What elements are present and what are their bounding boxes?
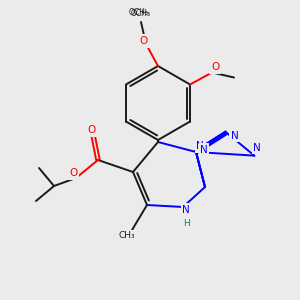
Text: N: N — [182, 205, 190, 215]
Text: O: O — [140, 36, 148, 46]
Text: O: O — [87, 125, 95, 135]
Text: N: N — [231, 130, 239, 141]
Text: OCH₃: OCH₃ — [131, 10, 151, 19]
Text: O: O — [211, 62, 219, 73]
Text: O: O — [69, 168, 77, 178]
Text: H: H — [183, 218, 189, 227]
Text: N: N — [196, 141, 204, 151]
Text: N: N — [254, 143, 261, 153]
Text: CH₃: CH₃ — [119, 231, 135, 240]
Text: N: N — [200, 145, 208, 155]
Text: OCH₃: OCH₃ — [129, 8, 149, 17]
